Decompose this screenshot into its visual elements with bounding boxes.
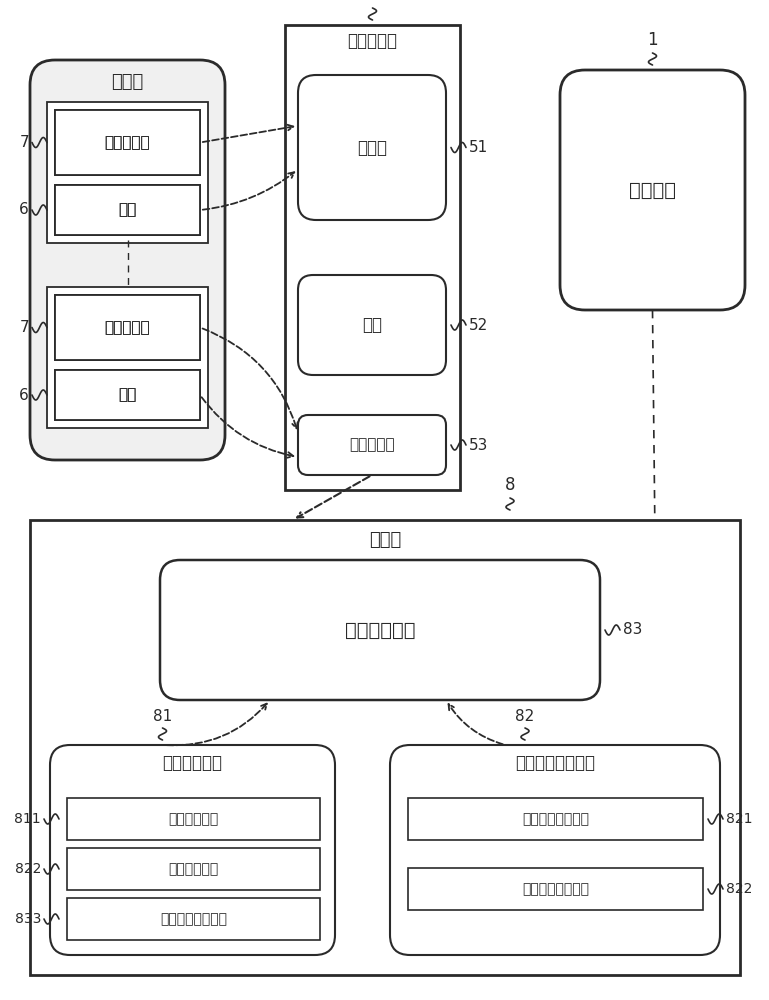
Bar: [408, 868, 703, 910]
Text: 检测部: 检测部: [112, 73, 144, 91]
Text: 82: 82: [515, 709, 534, 724]
Bar: [67, 848, 320, 890]
Text: 7: 7: [19, 135, 29, 150]
FancyBboxPatch shape: [298, 275, 446, 375]
Text: 6: 6: [19, 387, 29, 402]
Text: 811: 811: [15, 812, 41, 826]
Text: 设备控制模块: 设备控制模块: [345, 620, 415, 640]
Text: 8: 8: [504, 476, 515, 494]
Text: 51: 51: [469, 140, 488, 155]
Bar: [55, 295, 200, 360]
Bar: [55, 110, 200, 175]
FancyBboxPatch shape: [298, 75, 446, 220]
Text: 822: 822: [15, 862, 41, 876]
Text: 光源: 光源: [118, 387, 137, 402]
FancyBboxPatch shape: [50, 745, 335, 955]
Text: 沉淀状态分析模块: 沉淀状态分析模块: [515, 754, 595, 772]
Bar: [285, 25, 460, 490]
Text: 图像分析模块: 图像分析模块: [162, 754, 222, 772]
Text: 启动参数计算单元: 启动参数计算单元: [160, 912, 227, 926]
Text: 822: 822: [726, 882, 752, 896]
Text: 83: 83: [623, 622, 642, 638]
Bar: [47, 102, 208, 243]
Text: 特征分析单元: 特征分析单元: [168, 862, 218, 876]
Text: 6: 6: [19, 202, 29, 218]
Bar: [55, 370, 200, 420]
Text: 数据采集器: 数据采集器: [348, 32, 398, 50]
Text: 图像采集器: 图像采集器: [105, 320, 150, 335]
Text: 离心设备: 离心设备: [629, 180, 676, 200]
Text: 图像采集器: 图像采集器: [105, 135, 150, 150]
FancyBboxPatch shape: [390, 745, 720, 955]
Text: 图像采集器: 图像采集器: [105, 135, 150, 150]
Text: 电源: 电源: [362, 316, 382, 334]
FancyBboxPatch shape: [560, 70, 745, 310]
Bar: [55, 295, 200, 360]
Bar: [67, 798, 320, 840]
FancyBboxPatch shape: [160, 560, 600, 700]
Text: 光源: 光源: [118, 202, 137, 218]
Text: 服务器: 服务器: [369, 531, 401, 549]
Bar: [47, 287, 208, 428]
Text: 特征提取单元: 特征提取单元: [168, 812, 218, 826]
Text: 833: 833: [15, 912, 41, 926]
Text: 81: 81: [153, 709, 172, 724]
Text: 停机参数计算单元: 停机参数计算单元: [522, 882, 589, 896]
Text: 沉淀程度识别单元: 沉淀程度识别单元: [522, 812, 589, 826]
Bar: [408, 798, 703, 840]
Text: 821: 821: [726, 812, 753, 826]
Bar: [55, 110, 200, 175]
Text: 5: 5: [368, 0, 378, 4]
Bar: [55, 185, 200, 235]
Text: 53: 53: [469, 438, 488, 452]
Text: 7: 7: [19, 320, 29, 335]
FancyBboxPatch shape: [298, 415, 446, 475]
FancyBboxPatch shape: [30, 60, 225, 460]
Bar: [30, 520, 740, 975]
Text: 图像采集器: 图像采集器: [105, 320, 150, 335]
Text: 52: 52: [469, 318, 488, 332]
Text: 控制器: 控制器: [357, 138, 387, 156]
Text: 数据收发器: 数据收发器: [349, 438, 394, 452]
Bar: [55, 370, 200, 420]
Text: 光源: 光源: [118, 387, 137, 402]
Text: 光源: 光源: [118, 202, 137, 218]
Bar: [67, 898, 320, 940]
Bar: [55, 185, 200, 235]
Text: 1: 1: [647, 31, 657, 49]
